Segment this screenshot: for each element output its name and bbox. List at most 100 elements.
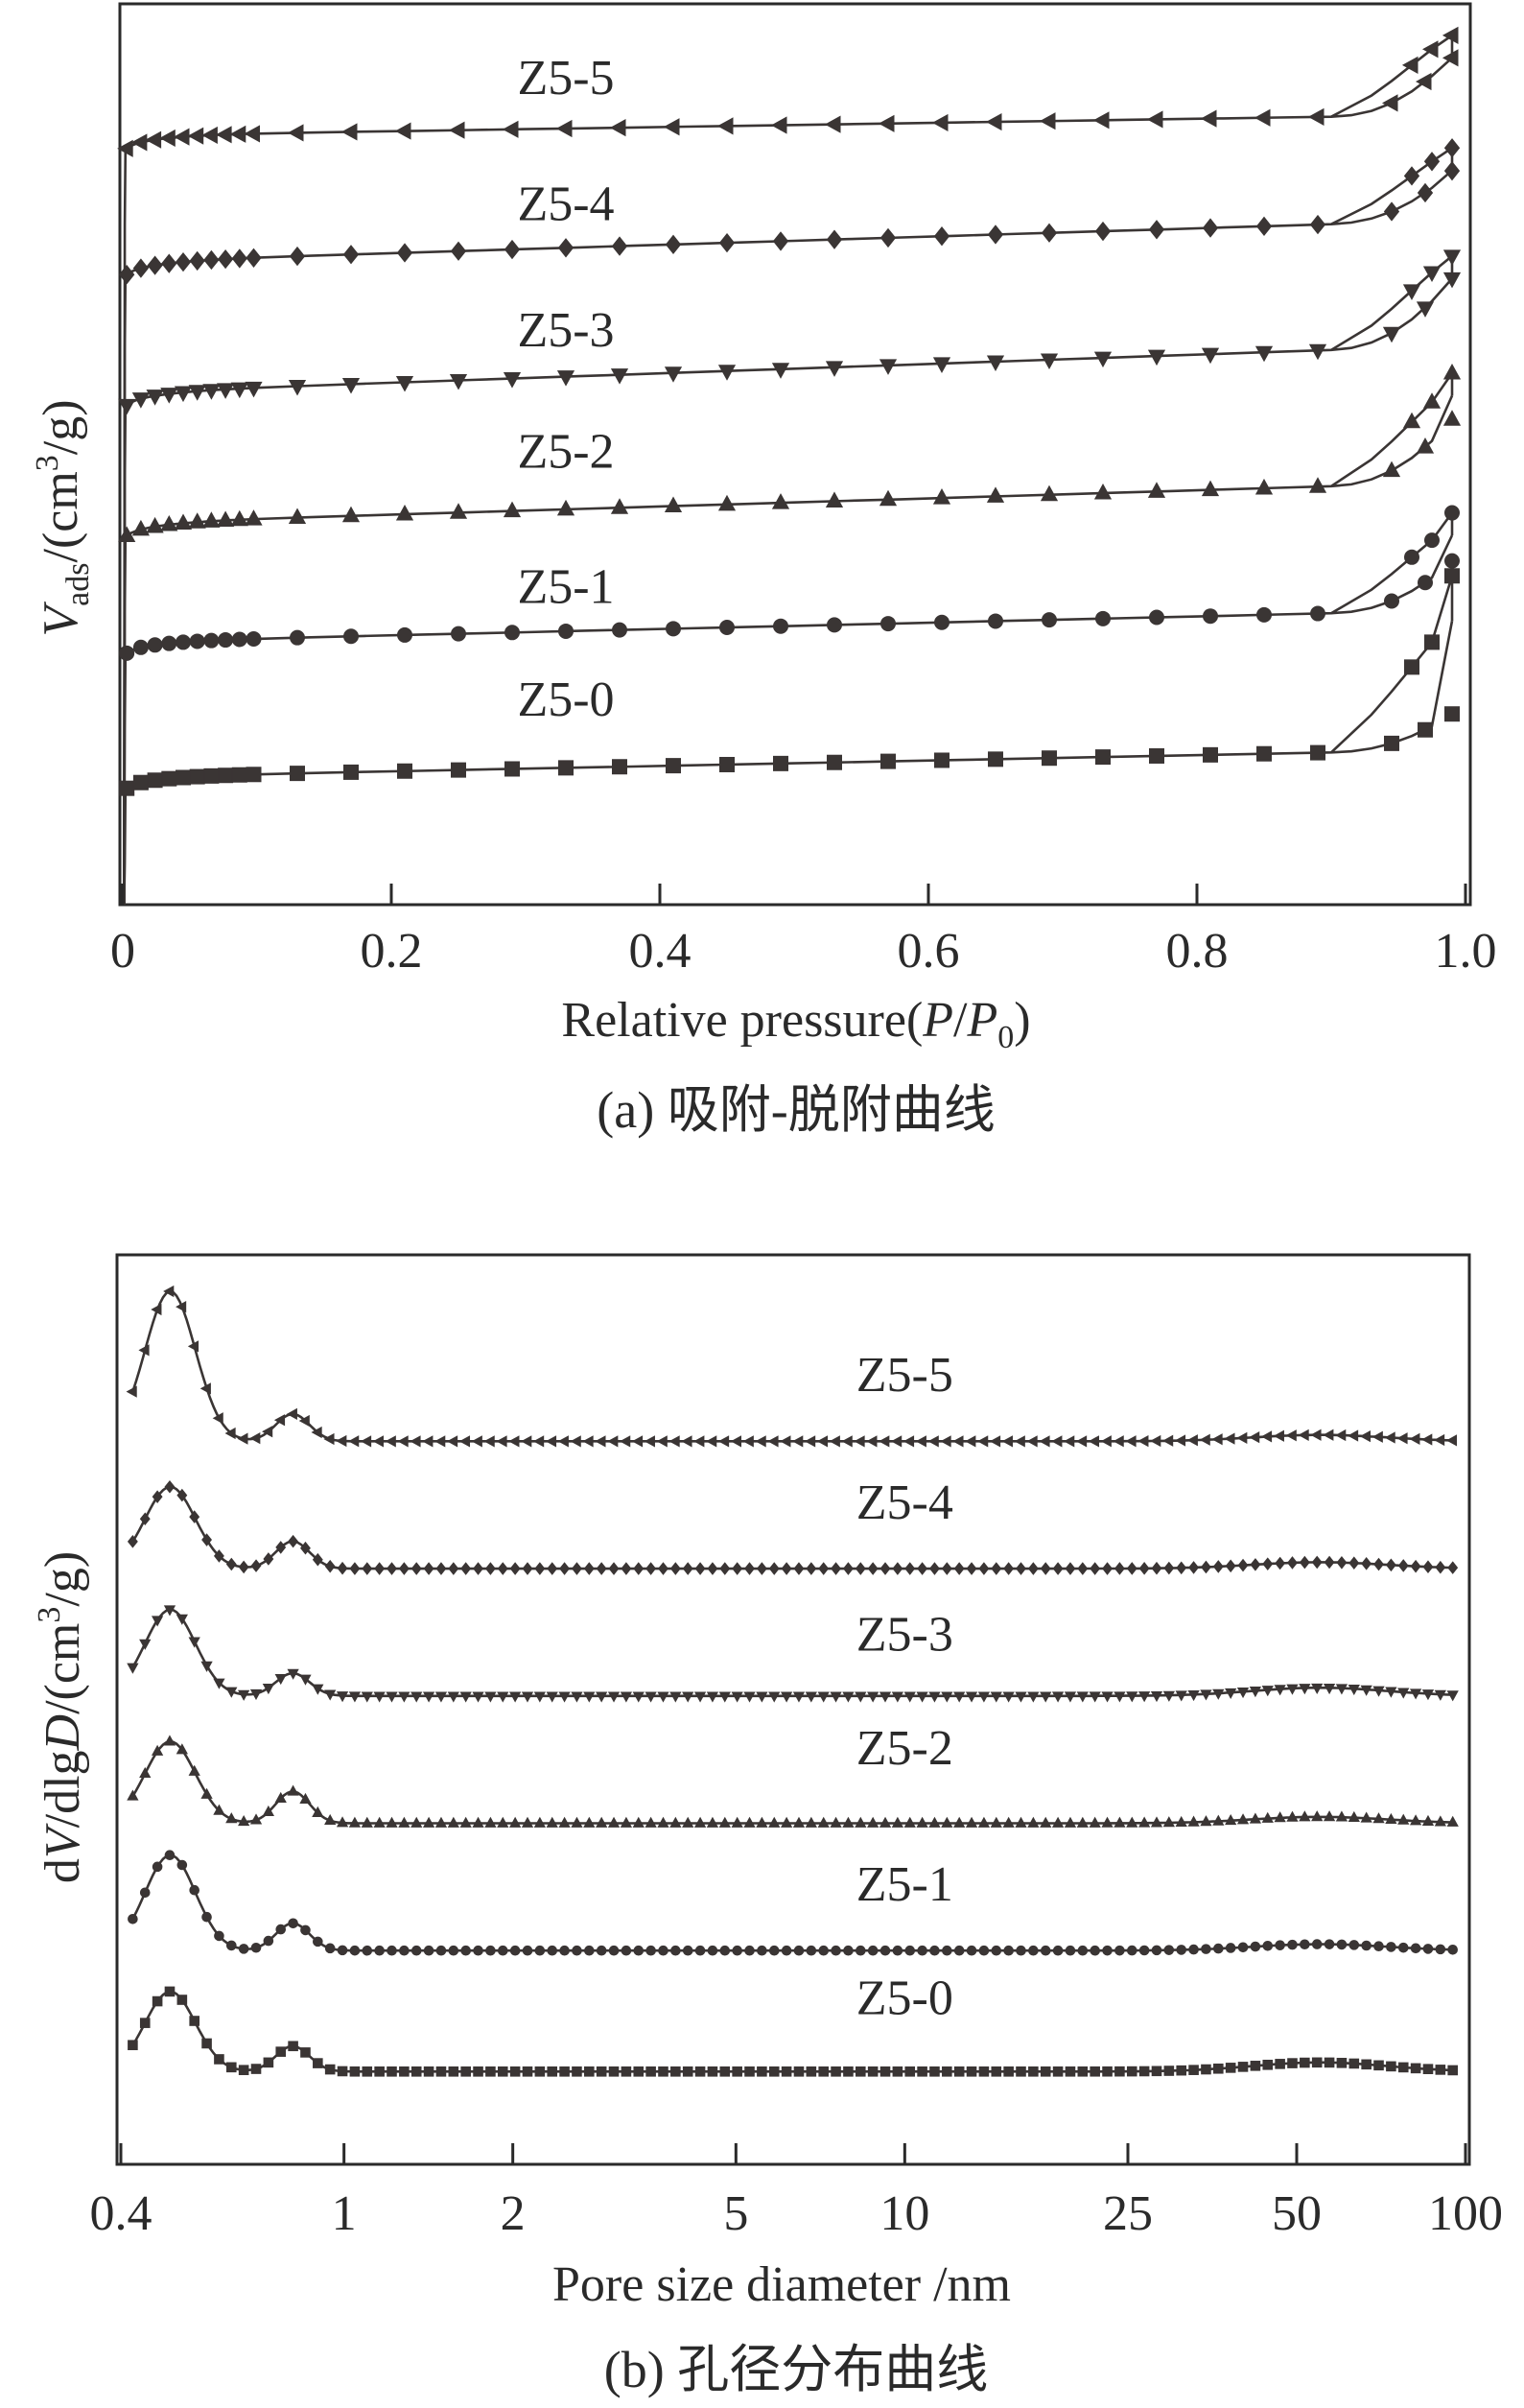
panel-b-data-point [557,1435,569,1448]
panel-b-data-point [374,2066,385,2077]
panel-a-data-point [1255,216,1273,237]
panel-b-data-point [422,1691,435,1703]
panel-b-data-point [892,1562,903,1575]
panel-b-data-point [349,1945,361,1956]
panel-b-data-point [719,1945,731,1956]
panel-a-data-point [880,616,896,632]
panel-b-data-point [1150,1690,1163,1703]
panel-b-data-point [163,1735,176,1746]
panel-a-data-point [1444,568,1460,584]
panel-b-data-point [1201,1944,1211,1954]
panel-b-data-point [1163,1561,1175,1575]
panel-b-data-point [362,2066,373,2077]
panel-b-data-point [1114,1816,1126,1828]
panel-b-data-point [448,2066,459,2077]
panel-a-data-point [189,250,205,271]
panel-a-data-point [1443,138,1461,158]
panel-b-data-point [793,1945,805,1956]
panel-a-data-point [132,774,149,791]
panel-b-data-point [286,1407,297,1421]
panel-a-data-point [246,767,262,783]
panel-b-data-point [1150,1816,1163,1828]
panel-b-data-point [1212,1560,1224,1573]
panel-a-data-point [1404,549,1419,565]
panel-b-data-point [139,1512,151,1526]
panel-b-data-point [768,2066,780,2077]
panel-a-data-point [1200,109,1217,128]
panel-b-data-point [682,2066,693,2077]
panel-b-data-point [768,1816,781,1828]
panel-a-ylabel-sub: ads [60,562,96,605]
panel-b-data-point [805,1691,817,1703]
panel-b-data-point [447,1816,459,1828]
panel-b-data-point [1275,1940,1285,1950]
panel-b-data-point [459,1691,472,1703]
panel-a-data-point [147,637,163,653]
panel-b-data-point [1397,1688,1410,1699]
panel-b-data-point [1361,2059,1372,2070]
panel-b-data-point [942,1945,952,1956]
panel-b-data-point [1212,1688,1225,1700]
panel-a-data-point [558,623,574,639]
panel-b-data-point [362,1562,373,1575]
panel-b-data-point [249,1813,263,1825]
panel-b-data-point [460,2066,471,2077]
panel-b-data-point [1188,1561,1200,1574]
panel-b-data-point [743,1691,756,1703]
panel-b-data-point [1016,2066,1026,2077]
panel-a-data-point [1403,166,1420,186]
panel-b-data-point [1311,1939,1323,1949]
panel-b-data-point [201,2038,212,2049]
panel-b-data-point [953,1816,966,1828]
panel-a-ylabel-mid: /(cm [34,471,88,562]
panel-a-xlabel-main: Relative pressure( [561,993,923,1048]
panel-b-data-point [584,2066,595,2077]
panel-a-data-point [1254,108,1271,127]
panel-b-data-point [990,1691,1002,1703]
panel-b-data-point [1040,1945,1051,1956]
panel-b-data-point [842,1816,855,1828]
panel-b-data-point [707,2066,718,2077]
panel-b-data-point [608,2066,620,2077]
panel-a-adsorption-line [123,277,1453,906]
panel-b-data-point [1300,1939,1310,1950]
panel-b-data-point [1014,1435,1025,1448]
panel-b-data-point [1052,1945,1064,1956]
panel-a-data-point [229,125,246,143]
panel-b-x-tick-label: 1 [332,2186,357,2241]
panel-b-data-point [373,1691,386,1703]
panel-a-data-point [1442,249,1462,266]
panel-a-data-point [1040,484,1059,502]
panel-b-data-point [892,2066,903,2077]
panel-a-data-point [397,763,412,779]
panel-b-data-point [1065,1945,1076,1956]
panel-b-data-point [547,1562,558,1575]
panel-b-data-point [312,1552,323,1567]
panel-b-ylabel-mid: /dlg [35,1750,90,1828]
panel-a-data-point [610,498,629,514]
panel-b-data-point [201,1533,213,1546]
panel-b-data-point [1422,1944,1434,1954]
panel-b-data-point [831,1945,841,1956]
panel-b-data-point [879,1562,891,1575]
panel-a-data-point [1443,160,1461,181]
panel-b-data-point [768,1562,780,1575]
panel-a-data-point [1201,347,1220,365]
panel-a-x-axis-title: Relative pressure(P/P0) [561,993,1030,1055]
panel-b-data-point [348,1691,362,1703]
panel-b-data-point [756,1562,767,1575]
panel-b-data-point [608,1562,620,1575]
panel-b-data-point [312,1806,324,1817]
panel-b-data-point [1088,1435,1100,1448]
panel-b-data-point [410,1562,422,1575]
panel-a-data-point [161,635,177,651]
panel-b-data-point [348,1816,362,1828]
panel-b-data-point [238,1814,250,1827]
panel-b-data-point [1015,1816,1027,1828]
panel-b-data-point [742,1435,754,1448]
panel-b-data-point [1089,1691,1101,1703]
panel-b-data-point [1213,1943,1224,1954]
panel-a-series-z5-2: Z5-2 [118,363,1462,906]
panel-b-data-point [1386,1942,1396,1952]
